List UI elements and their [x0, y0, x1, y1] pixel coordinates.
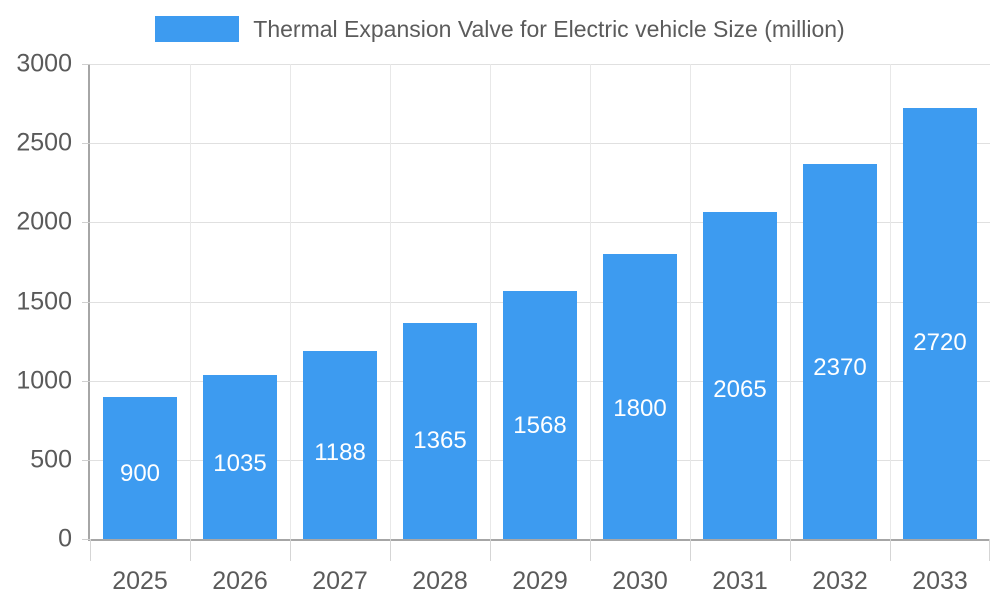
x-gridline	[490, 64, 491, 539]
x-axis-tick-label: 2027	[312, 567, 368, 595]
x-axis-tick-label: 2028	[412, 567, 468, 595]
y-axis-tick-label: 2500	[16, 128, 72, 157]
x-axis-tick-label: 2025	[112, 567, 168, 595]
bar[interactable]: 2065	[703, 212, 777, 539]
x-gridline	[690, 64, 691, 539]
bar-value-label: 1365	[413, 426, 467, 454]
y-axis-tick-label: 2000	[16, 207, 72, 236]
x-axis-tick-mark	[90, 539, 91, 561]
y-axis-tick-mark	[82, 64, 90, 65]
x-gridline	[390, 64, 391, 539]
x-gridline	[590, 64, 591, 539]
x-axis-tick-label: 2026	[212, 567, 268, 595]
legend-item-thermal-expansion-valve[interactable]: Thermal Expansion Valve for Electric veh…	[155, 15, 845, 42]
y-axis-tick-mark	[82, 222, 90, 224]
y-axis-tick-label: 0	[58, 524, 72, 553]
bar[interactable]: 900	[103, 396, 177, 539]
y-axis-tick-label: 3000	[16, 49, 72, 78]
y-axis-tick-label: 500	[30, 445, 72, 474]
x-axis-tick-mark	[989, 539, 990, 561]
bar-value-label: 2720	[913, 329, 967, 357]
x-axis-tick-mark	[790, 539, 791, 561]
bar-value-label: 1568	[513, 412, 567, 440]
bar-value-label: 1188	[314, 439, 366, 467]
bar[interactable]: 1365	[403, 322, 477, 539]
x-axis-tick-label: 2032	[812, 567, 868, 595]
bar-value-label: 900	[119, 460, 161, 488]
x-axis-tick-mark	[590, 539, 591, 561]
legend-color-swatch	[155, 16, 240, 42]
bar[interactable]: 1568	[503, 290, 577, 539]
bar-value-label: 2370	[813, 354, 867, 382]
y-axis-tick-label: 1000	[16, 366, 72, 395]
y-gridline	[90, 64, 990, 65]
x-gridline	[890, 64, 891, 539]
x-gridline	[190, 64, 191, 539]
chart-legend: Thermal Expansion Valve for Electric veh…	[0, 0, 1000, 58]
y-axis-tick-mark	[82, 459, 90, 461]
x-axis-tick-label: 2033	[912, 567, 968, 595]
legend-item-label: Thermal Expansion Valve for Electric veh…	[253, 15, 845, 42]
x-axis-tick-mark	[190, 539, 191, 561]
x-axis-tick-mark	[690, 539, 691, 561]
x-axis-tick-label: 2030	[612, 567, 668, 595]
bar-value-label: 1035	[213, 450, 267, 478]
bar[interactable]: 2720	[903, 108, 977, 539]
bar[interactable]: 1035	[203, 375, 277, 539]
y-gridline	[90, 143, 990, 145]
y-gridline	[90, 222, 990, 224]
x-axis-tick-label: 2031	[712, 567, 768, 595]
x-axis-tick-mark	[490, 539, 491, 561]
bar[interactable]: 1188	[303, 350, 377, 539]
x-axis-tick-label: 2029	[512, 567, 568, 595]
y-axis-tick-mark	[82, 301, 90, 303]
x-gridline	[290, 64, 291, 539]
y-axis-tick-mark	[82, 143, 90, 145]
x-gridline	[790, 64, 791, 539]
x-axis-tick-mark	[290, 539, 291, 561]
bar-value-label: 2065	[713, 376, 767, 404]
y-axis-tick-mark	[82, 539, 90, 540]
y-axis-tick-label: 1500	[16, 287, 72, 315]
x-axis-tick-mark	[390, 539, 391, 561]
bar-value-label: 1800	[613, 395, 667, 423]
y-axis-tick-mark	[82, 380, 90, 382]
bar[interactable]: 1800	[603, 254, 677, 539]
x-axis-tick-mark	[890, 539, 891, 561]
plot-area: 0 500 1000 1500 2000 2500 3000 2025 2026 2027 2028…	[16, 51, 990, 594]
bar[interactable]: 2370	[803, 163, 877, 539]
